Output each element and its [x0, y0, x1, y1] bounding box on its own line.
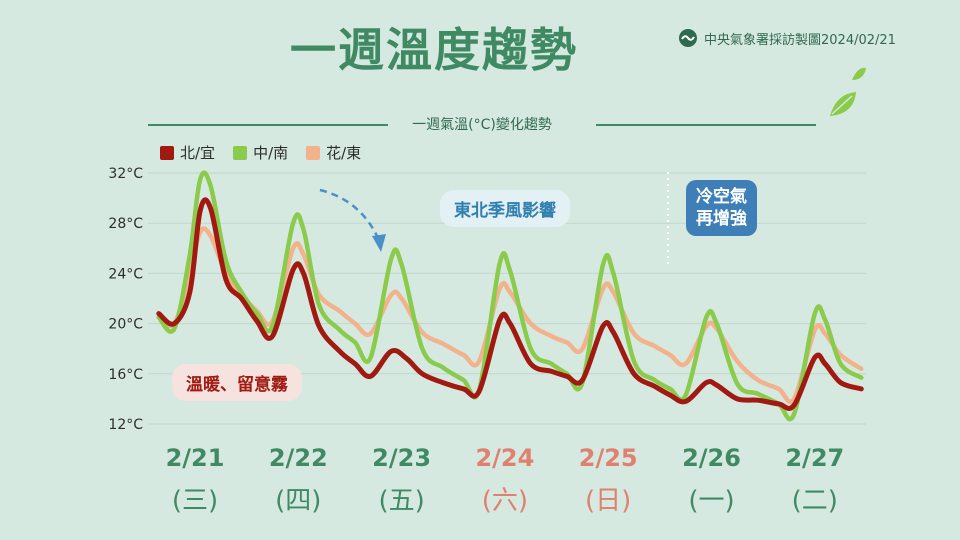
- day-date: 2/25: [578, 444, 638, 472]
- day-weekday: (四): [275, 486, 322, 516]
- y-tick-label: 24°C: [108, 266, 143, 282]
- y-tick-label: 16°C: [108, 367, 143, 383]
- day-weekday: (一): [688, 486, 735, 516]
- y-tick-label: 20°C: [108, 317, 143, 333]
- y-tick-label: 12°C: [108, 417, 143, 433]
- annotation-cold-line1: 冷空氣: [696, 187, 747, 207]
- cwa-logo-icon: [679, 29, 697, 47]
- day-weekday: (三): [171, 486, 219, 516]
- legend-label: 北/宜: [180, 144, 216, 162]
- y-tick-label: 28°C: [108, 216, 143, 232]
- day-date: 2/26: [682, 444, 741, 472]
- legend-item-north: 北/宜: [160, 142, 215, 163]
- divider: [148, 124, 388, 126]
- chart-legend: 北/宜 中/南 花/東: [160, 142, 361, 163]
- annotation-cold-air: 冷空氣 再增強: [686, 180, 757, 236]
- legend-item-east: 花/東: [306, 142, 361, 163]
- legend-swatch: [160, 145, 174, 160]
- subtitle-bar: 一週氣溫(°C)變化趨勢: [148, 114, 816, 136]
- annotation-cold-line2: 再增強: [696, 209, 747, 229]
- day-date: 2/22: [268, 444, 328, 472]
- legend-swatch: [233, 145, 248, 160]
- day-weekday: (六): [481, 486, 529, 516]
- series-line-central-south: [156, 170, 864, 422]
- day-label: 2/21 (三): [145, 444, 245, 517]
- legend-item-central-south: 中/南: [233, 142, 288, 163]
- divider: [596, 124, 816, 126]
- day-label: 2/23 (五): [352, 444, 452, 517]
- leaf-icon: [830, 67, 866, 116]
- chart-subtitle: 一週氣溫(°C)變化趨勢: [412, 117, 552, 133]
- day-weekday: (五): [378, 486, 425, 516]
- source-text: 中央氣象署採訪製圖2024/02/21: [704, 32, 896, 48]
- series-line-north-yilan: [156, 197, 864, 411]
- day-date: 2/21: [165, 444, 225, 472]
- day-label: 2/24 (六): [455, 444, 555, 517]
- y-tick-label: 32°C: [108, 166, 143, 182]
- day-label: 2/27 (二): [765, 444, 865, 517]
- annotation-warm: 溫暖、留意霧: [172, 364, 302, 401]
- day-label: 2/25 (日): [558, 444, 658, 517]
- day-label: 2/26 (一): [662, 444, 762, 517]
- day-weekday: (日): [585, 486, 632, 516]
- legend-label: 花/東: [326, 144, 362, 162]
- source-credit: 中央氣象署採訪製圖2024/02/21: [678, 28, 896, 48]
- day-date: 2/27: [785, 444, 845, 472]
- day-date: 2/23: [372, 444, 432, 472]
- legend-label: 中/南: [253, 144, 289, 162]
- arrow-head-icon: [372, 234, 386, 252]
- annotation-monsoon: 東北季風影響: [440, 190, 570, 227]
- day-weekday: (二): [791, 486, 838, 516]
- trend-arrow-icon: [319, 188, 380, 239]
- day-date: 2/24: [475, 444, 535, 472]
- page-title: 一週溫度趨勢: [290, 23, 578, 77]
- day-label: 2/22 (四): [248, 444, 348, 517]
- legend-swatch: [306, 145, 321, 160]
